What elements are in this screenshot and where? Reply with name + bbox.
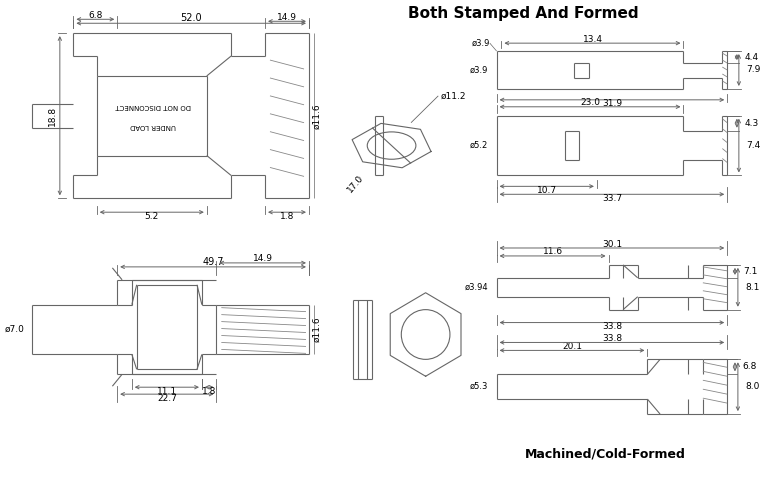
Text: 52.0: 52.0	[180, 13, 202, 23]
Text: ø3.9: ø3.9	[469, 65, 488, 74]
Text: 31.9: 31.9	[602, 99, 622, 108]
Text: 30.1: 30.1	[602, 240, 622, 248]
Text: ø11.2: ø11.2	[440, 92, 465, 100]
Text: Both Stamped And Formed: Both Stamped And Formed	[407, 6, 638, 21]
Text: 49.7: 49.7	[202, 257, 224, 267]
Text: Machined/Cold-Formed: Machined/Cold-Formed	[525, 447, 686, 461]
Text: 7.4: 7.4	[747, 141, 761, 150]
Text: 8.1: 8.1	[745, 283, 760, 292]
Text: 14.9: 14.9	[253, 254, 272, 263]
Text: ø7.0: ø7.0	[5, 325, 25, 334]
Text: ø3.94: ø3.94	[464, 282, 488, 291]
Text: 11.1: 11.1	[156, 387, 177, 396]
Text: 22.7: 22.7	[157, 394, 177, 402]
Text: 8.0: 8.0	[745, 382, 760, 391]
Text: 1.8: 1.8	[280, 212, 295, 221]
Text: 6.8: 6.8	[89, 11, 102, 20]
Text: 13.4: 13.4	[582, 34, 603, 44]
Text: 20.1: 20.1	[562, 342, 582, 351]
Text: ø3.9: ø3.9	[472, 39, 490, 48]
Text: 14.9: 14.9	[277, 13, 297, 22]
Text: 18.8: 18.8	[47, 106, 56, 126]
Text: 33.8: 33.8	[602, 322, 622, 331]
Text: 1.8: 1.8	[202, 387, 217, 396]
Text: 33.8: 33.8	[602, 334, 622, 343]
Text: DO NOT DISCONNECT: DO NOT DISCONNECT	[115, 103, 191, 109]
Text: 4.4: 4.4	[745, 53, 759, 62]
Text: 5.2: 5.2	[145, 212, 159, 221]
Text: ø5.2: ø5.2	[470, 141, 488, 150]
Text: 6.8: 6.8	[742, 362, 757, 371]
Text: UNDER LOAD: UNDER LOAD	[130, 123, 176, 129]
Text: 7.1: 7.1	[742, 267, 757, 276]
Text: ø5.3: ø5.3	[469, 382, 488, 391]
Text: ø11.6: ø11.6	[312, 103, 321, 128]
Text: 4.3: 4.3	[745, 119, 759, 128]
Text: 11.6: 11.6	[542, 247, 562, 256]
Text: 17.0: 17.0	[346, 173, 365, 194]
Text: ø11.6: ø11.6	[312, 317, 321, 342]
Text: 23.0: 23.0	[580, 98, 600, 107]
Text: 7.9: 7.9	[747, 65, 761, 74]
Text: 33.7: 33.7	[602, 194, 622, 203]
Text: 10.7: 10.7	[536, 186, 557, 195]
